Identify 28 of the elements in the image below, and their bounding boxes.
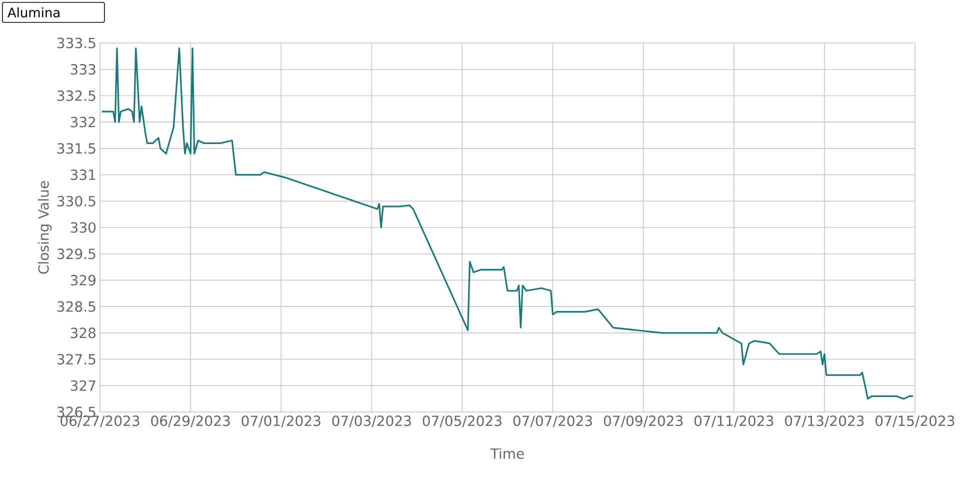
x-tick-label: 07/05/2023	[422, 416, 502, 428]
y-axis-title: Closing Value	[38, 181, 52, 274]
x-axis-title: Time	[490, 448, 524, 459]
x-tick-label: 06/27/2023	[60, 416, 140, 428]
y-tick-label: 332.5	[57, 90, 96, 102]
y-tick-label: 333	[70, 64, 96, 75]
x-tick-label: 07/07/2023	[513, 416, 592, 428]
y-tick-label: 327.5	[57, 354, 96, 365]
y-tick-label: 329.5	[57, 248, 96, 260]
x-tick-label: 07/03/2023	[332, 416, 411, 428]
x-tick-label: 07/11/2023	[694, 416, 774, 428]
y-tick-label: 328	[70, 328, 96, 338]
x-tick-label: 07/09/2023	[604, 416, 683, 428]
x-tick-label: 07/15/2023	[876, 416, 954, 428]
y-tick-label: 328.5	[57, 301, 96, 312]
x-tick-label: 07/13/2023	[785, 416, 864, 428]
y-tick-label: 330	[70, 222, 96, 233]
x-tick-label: 06/29/2023	[151, 416, 230, 428]
y-tick-label: 331	[70, 169, 96, 180]
y-tick-label: 331.5	[57, 143, 96, 154]
y-tick-label: 330.5	[57, 196, 96, 206]
y-tick-label: 327	[70, 380, 96, 391]
x-tick-label: 07/01/2023	[242, 416, 320, 428]
y-tick-label: 326.5	[57, 406, 96, 418]
y-tick-label: 332	[70, 116, 96, 128]
y-tick-label: 333.5	[57, 38, 96, 48]
y-tick-label: 329	[70, 274, 96, 286]
text: Alumina	[8, 7, 60, 18]
